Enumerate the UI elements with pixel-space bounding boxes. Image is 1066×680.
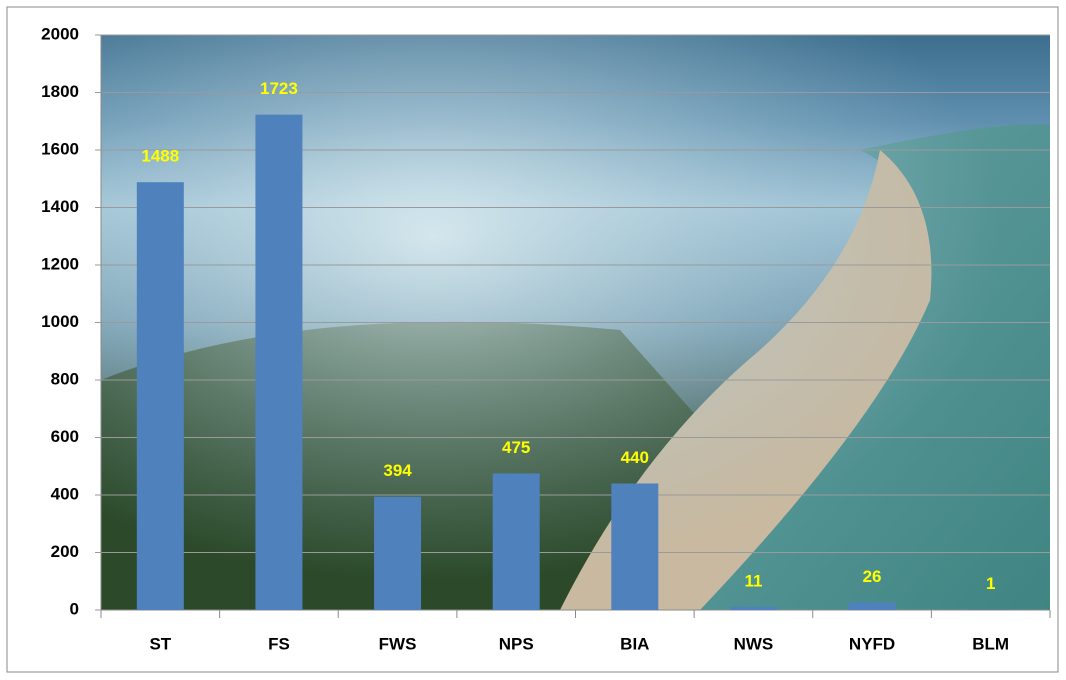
y-tick-label: 800 <box>51 369 79 388</box>
x-tick-label: NYFD <box>849 634 895 653</box>
data-label: 394 <box>383 461 412 480</box>
data-label: 11 <box>744 571 762 590</box>
data-label: 1723 <box>260 79 298 98</box>
data-label: 26 <box>863 567 882 586</box>
x-tick-label: ST <box>149 634 171 653</box>
y-tick-label: 1000 <box>41 312 79 331</box>
y-tick-label: 400 <box>51 484 79 503</box>
data-label: 1 <box>986 574 995 593</box>
bar <box>374 497 421 610</box>
data-label: 1488 <box>141 147 179 166</box>
bar <box>255 115 302 610</box>
y-tick-label: 0 <box>70 599 79 618</box>
bar <box>730 607 777 610</box>
bar <box>493 473 540 610</box>
bar <box>849 603 896 610</box>
y-tick-label: 2000 <box>41 24 79 43</box>
data-label: 475 <box>502 438 530 457</box>
x-tick-label: NPS <box>499 634 534 653</box>
x-tick-label: FWS <box>379 634 417 653</box>
data-label: 440 <box>621 448 649 467</box>
x-tick-label: BLM <box>972 634 1009 653</box>
y-tick-label: 1200 <box>41 254 79 273</box>
x-tick-label: NWS <box>734 634 774 653</box>
y-tick-label: 1800 <box>41 82 79 101</box>
y-tick-label: 1400 <box>41 197 79 216</box>
x-tick-label: BIA <box>620 634 649 653</box>
y-tick-label: 200 <box>51 542 79 561</box>
bar <box>137 182 184 610</box>
bar <box>611 484 658 611</box>
x-tick-label: FS <box>268 634 290 653</box>
y-tick-label: 600 <box>51 427 79 446</box>
y-tick-label: 1600 <box>41 139 79 158</box>
